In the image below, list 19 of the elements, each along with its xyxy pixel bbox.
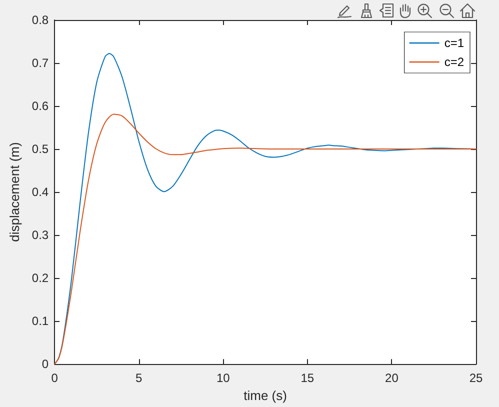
y-tick-label: 0 [42, 357, 49, 372]
x-tick-label: 10 [216, 371, 230, 386]
x-tick-label: 25 [469, 371, 483, 386]
y-tick-label: 0.7 [32, 56, 49, 70]
x-tick-label: 0 [51, 371, 58, 386]
y-tick-label: 0.8 [32, 13, 49, 27]
y-tick-label: 0.4 [32, 185, 49, 200]
legend-label: c=1 [444, 36, 464, 50]
y-axis-title: displacement (m) [7, 142, 22, 242]
y-tick-label: 0.1 [32, 314, 49, 328]
x-tick-label: 5 [136, 371, 143, 386]
y-tick-label: 0.2 [32, 271, 49, 286]
y-tick-label: 0.3 [32, 228, 49, 242]
y-tick-label: 0.5 [32, 142, 49, 156]
legend-label: c=2 [444, 55, 464, 69]
y-tick-label: 0.6 [32, 99, 49, 114]
x-axis-title: time (s) [244, 388, 287, 403]
x-tick-label: 15 [300, 371, 314, 386]
x-tick-label: 20 [385, 371, 399, 386]
